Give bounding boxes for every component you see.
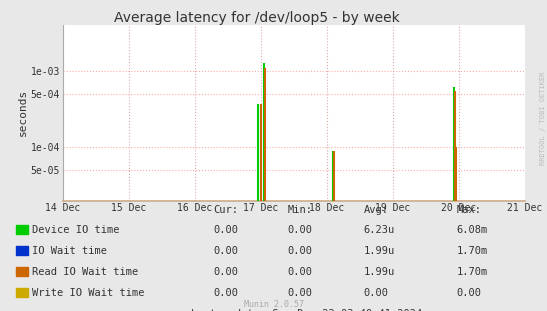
Text: 6.23u: 6.23u bbox=[364, 225, 395, 234]
Text: Max:: Max: bbox=[457, 205, 482, 215]
Text: Min:: Min: bbox=[287, 205, 312, 215]
Text: Avg:: Avg: bbox=[364, 205, 389, 215]
Text: 0.00: 0.00 bbox=[213, 267, 238, 277]
Text: 0.00: 0.00 bbox=[287, 225, 312, 234]
Text: 1.70m: 1.70m bbox=[457, 267, 488, 277]
Text: IO Wait time: IO Wait time bbox=[32, 246, 107, 256]
Text: 1.70m: 1.70m bbox=[457, 246, 488, 256]
Text: Read IO Wait time: Read IO Wait time bbox=[32, 267, 138, 277]
Text: 0.00: 0.00 bbox=[287, 246, 312, 256]
Text: Write IO Wait time: Write IO Wait time bbox=[32, 288, 144, 298]
Text: 0.00: 0.00 bbox=[287, 288, 312, 298]
Text: 0.00: 0.00 bbox=[287, 267, 312, 277]
Text: 1.99u: 1.99u bbox=[364, 267, 395, 277]
Text: 0.00: 0.00 bbox=[457, 288, 482, 298]
Text: Average latency for /dev/loop5 - by week: Average latency for /dev/loop5 - by week bbox=[114, 11, 400, 25]
Text: 1.99u: 1.99u bbox=[364, 246, 395, 256]
Text: RRDTOOL / TOBI OETIKER: RRDTOOL / TOBI OETIKER bbox=[540, 72, 546, 165]
Text: Munin 2.0.57: Munin 2.0.57 bbox=[243, 300, 304, 309]
Text: Cur:: Cur: bbox=[213, 205, 238, 215]
Text: 0.00: 0.00 bbox=[213, 288, 238, 298]
Text: Last update: Sun Dec 22 03:40:41 2024: Last update: Sun Dec 22 03:40:41 2024 bbox=[191, 309, 422, 311]
Text: 0.00: 0.00 bbox=[213, 225, 238, 234]
Y-axis label: seconds: seconds bbox=[18, 89, 28, 136]
Text: 0.00: 0.00 bbox=[213, 246, 238, 256]
Text: 0.00: 0.00 bbox=[364, 288, 389, 298]
Text: Device IO time: Device IO time bbox=[32, 225, 119, 234]
Text: 6.08m: 6.08m bbox=[457, 225, 488, 234]
